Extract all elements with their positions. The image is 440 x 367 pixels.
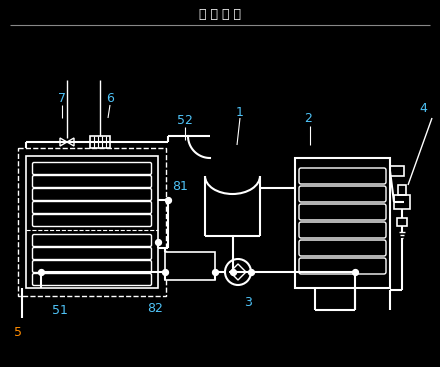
Text: 51: 51 (52, 304, 68, 316)
Text: 4: 4 (419, 102, 427, 115)
Text: 5: 5 (14, 326, 22, 338)
Text: 7: 7 (58, 91, 66, 105)
Text: 3: 3 (244, 295, 252, 309)
Bar (26, 156, 158, 288)
Bar (390, 166, 404, 176)
Bar (18, 148, 166, 296)
Text: 2: 2 (304, 112, 312, 124)
Point (212, 269, 219, 275)
Point (352, 269, 359, 275)
Bar (165, 252, 215, 280)
Text: 52: 52 (177, 113, 193, 127)
Text: 摘 要 附 图: 摘 要 附 图 (199, 8, 241, 22)
Bar (398, 185, 406, 195)
Bar (394, 195, 410, 209)
Bar (90, 136, 110, 148)
Point (229, 269, 236, 275)
Point (247, 269, 254, 275)
Bar (295, 158, 390, 288)
Bar (397, 218, 407, 226)
Point (37, 269, 44, 275)
Text: 6: 6 (106, 91, 114, 105)
Point (154, 239, 161, 245)
Point (161, 269, 169, 275)
Text: 82: 82 (147, 302, 163, 315)
Point (165, 197, 172, 203)
Text: 81: 81 (172, 179, 188, 193)
Text: 1: 1 (236, 105, 244, 119)
